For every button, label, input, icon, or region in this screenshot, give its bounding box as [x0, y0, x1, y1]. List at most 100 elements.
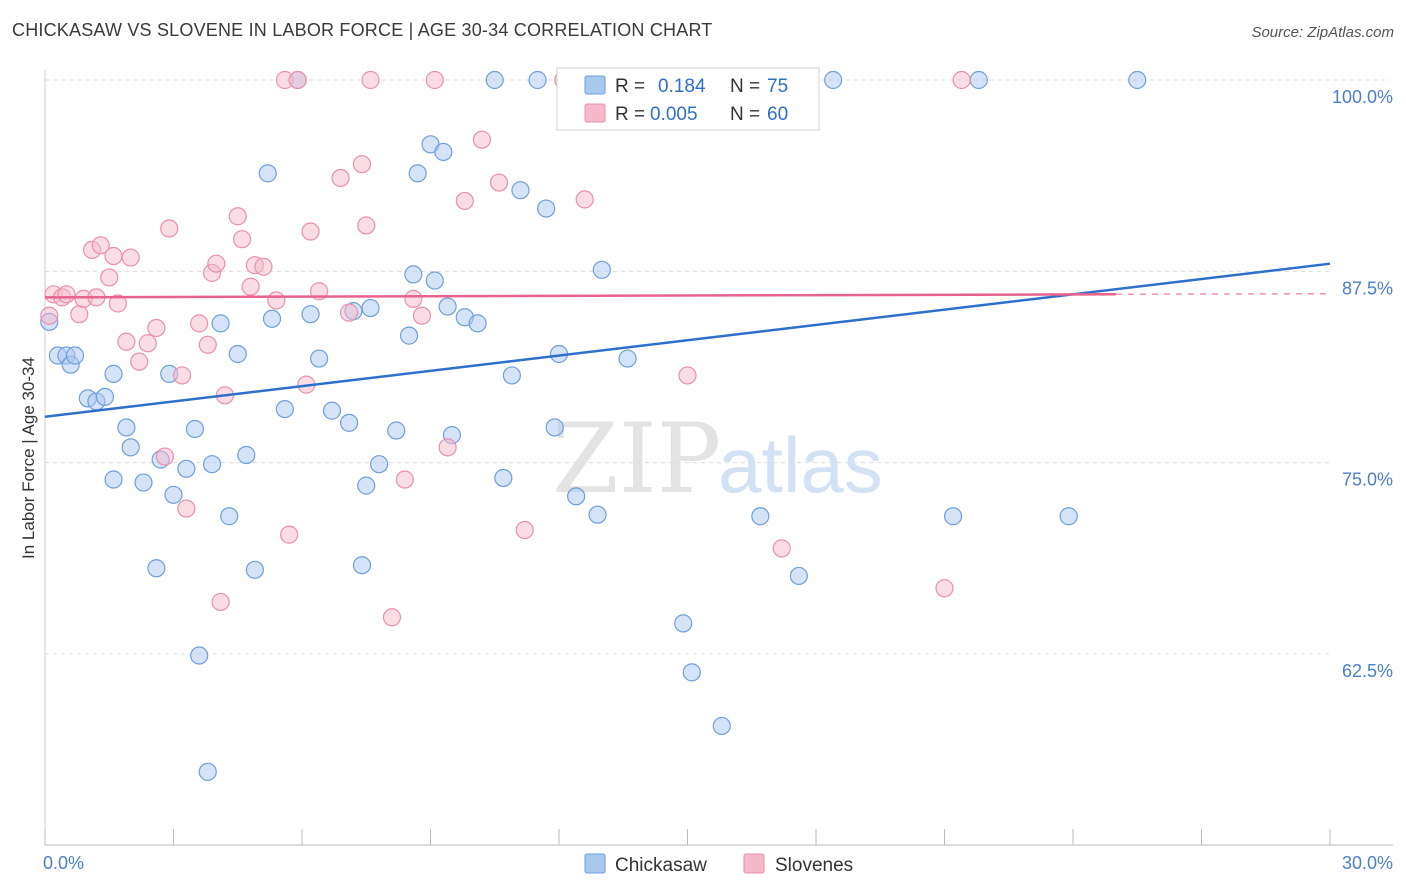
- slovenes-point: [952, 70, 971, 90]
- chickasaw-point: [220, 507, 239, 526]
- legend-n-label-chickasaw: N =: [730, 76, 760, 97]
- slovenes-point: [138, 334, 157, 353]
- slovenes-point: [100, 268, 119, 287]
- stats-legend: R = 0.184 N = 75 R = 0.005 N = 60: [556, 67, 820, 131]
- watermark: ZIP atlas: [552, 403, 883, 515]
- chickasaw-point: [310, 349, 329, 368]
- chickasaw-point: [147, 559, 166, 578]
- legend-r-label-chickasaw: R =: [615, 76, 645, 97]
- slovenes-point: [40, 306, 59, 325]
- slovenes-point: [177, 499, 196, 518]
- chickasaw-point: [712, 716, 731, 736]
- chickasaw-point: [943, 507, 963, 526]
- legend-n-value-slovenes: 60: [767, 104, 788, 125]
- slovenes-point: [395, 470, 414, 489]
- x-tick-label: 0.0%: [43, 853, 84, 873]
- chickasaw-point: [177, 459, 196, 478]
- chickasaw-point: [340, 413, 359, 432]
- legend-swatch-slovenes: [584, 103, 606, 123]
- watermark-atlas: atlas: [718, 421, 883, 509]
- legend-n-label-slovenes: N =: [730, 104, 760, 125]
- slovenes-point: [254, 257, 273, 276]
- legend-swatch-chickasaw: [584, 75, 606, 95]
- chickasaw-point: [438, 297, 457, 316]
- chickasaw-point: [262, 309, 282, 328]
- chickasaw-trend-line: [44, 262, 1331, 418]
- slovenes-point: [361, 70, 380, 90]
- y-axis-title: In Labor Force | Age 30-34: [19, 357, 38, 559]
- chickasaw-point: [357, 476, 376, 495]
- slovenes-trend-line: [44, 293, 1116, 299]
- chickasaw-point: [674, 614, 693, 633]
- bottom-swatch-chickasaw: [584, 853, 606, 874]
- chickasaw-point: [275, 399, 294, 419]
- slovenes-point: [438, 438, 457, 457]
- slovenes-point: [130, 352, 149, 371]
- chickasaw-point: [468, 314, 487, 333]
- axes: 62.5% 75.0% 87.5% 100.0% 0.0% 30.0%: [43, 70, 1393, 873]
- legend-r-label-slovenes: R =: [615, 104, 645, 125]
- chickasaw-point: [190, 646, 209, 665]
- slovenes-point: [147, 318, 166, 338]
- chickasaw-point: [528, 70, 547, 90]
- slovenes-point: [575, 190, 594, 209]
- slovenes-point: [301, 222, 320, 241]
- chickasaw-point: [387, 421, 406, 440]
- y-tick-label: 87.5%: [1342, 278, 1393, 298]
- slovenes-point: [198, 335, 217, 354]
- chickasaw-point: [258, 164, 277, 183]
- slovenes-point: [382, 608, 402, 627]
- slovenes-point: [455, 191, 474, 211]
- series-legend: Chickasaw Slovenes: [584, 853, 853, 876]
- slovenes-point: [232, 230, 252, 249]
- chickasaw-point: [969, 70, 988, 90]
- slovenes-point: [340, 303, 359, 322]
- slovenes-point: [207, 254, 226, 273]
- chickasaw-point: [751, 507, 770, 526]
- slovenes-point: [228, 207, 247, 226]
- chickasaw-point: [1059, 507, 1078, 526]
- slovenes-point: [288, 70, 307, 90]
- chickasaw-point: [117, 418, 136, 437]
- chickasaw-point: [537, 199, 556, 218]
- trend-lines: [44, 262, 1331, 418]
- bottom-legend-chickasaw: Chickasaw: [615, 855, 707, 876]
- x-tick-label: 30.0%: [1342, 853, 1393, 873]
- chickasaw-point: [511, 181, 530, 200]
- bottom-legend-slovenes: Slovenes: [775, 855, 853, 876]
- chickasaw-point: [202, 455, 222, 474]
- chickasaw-point: [588, 505, 607, 524]
- slovenes-point: [121, 248, 140, 267]
- slovenes-point: [104, 246, 123, 266]
- slovenes-trend-extension: [1115, 292, 1331, 296]
- chickasaw-point: [164, 485, 183, 504]
- chickasaw-point: [485, 70, 504, 90]
- chickasaw-point: [134, 473, 153, 492]
- slovenes-point: [425, 70, 444, 90]
- slovenes-point: [331, 168, 350, 188]
- slovenes-point: [678, 366, 697, 385]
- slovenes-point: [935, 579, 954, 598]
- chickasaw-point: [95, 387, 115, 406]
- chickasaw-point: [104, 364, 123, 383]
- chickasaw-point: [121, 438, 140, 457]
- chickasaw-point: [567, 487, 586, 506]
- chickasaw-point: [211, 314, 230, 333]
- slovenes-point: [155, 447, 175, 466]
- y-tick-label: 100.0%: [1332, 87, 1393, 107]
- chickasaw-point: [434, 142, 453, 162]
- slovenes-point: [280, 525, 299, 544]
- chickasaw-point: [502, 366, 521, 385]
- slovenes-point: [70, 305, 89, 324]
- chickasaw-point: [370, 455, 389, 474]
- slovenes-point: [357, 216, 376, 235]
- slovenes-point: [190, 314, 209, 333]
- slovenes-point: [404, 289, 423, 308]
- chickasaw-point: [592, 260, 611, 279]
- slovenes-point: [211, 592, 230, 612]
- legend-r-value-chickasaw: 0.184: [658, 76, 706, 97]
- chickasaw-point: [545, 418, 564, 437]
- chickasaw-point: [361, 298, 380, 318]
- chickasaw-point: [404, 265, 423, 284]
